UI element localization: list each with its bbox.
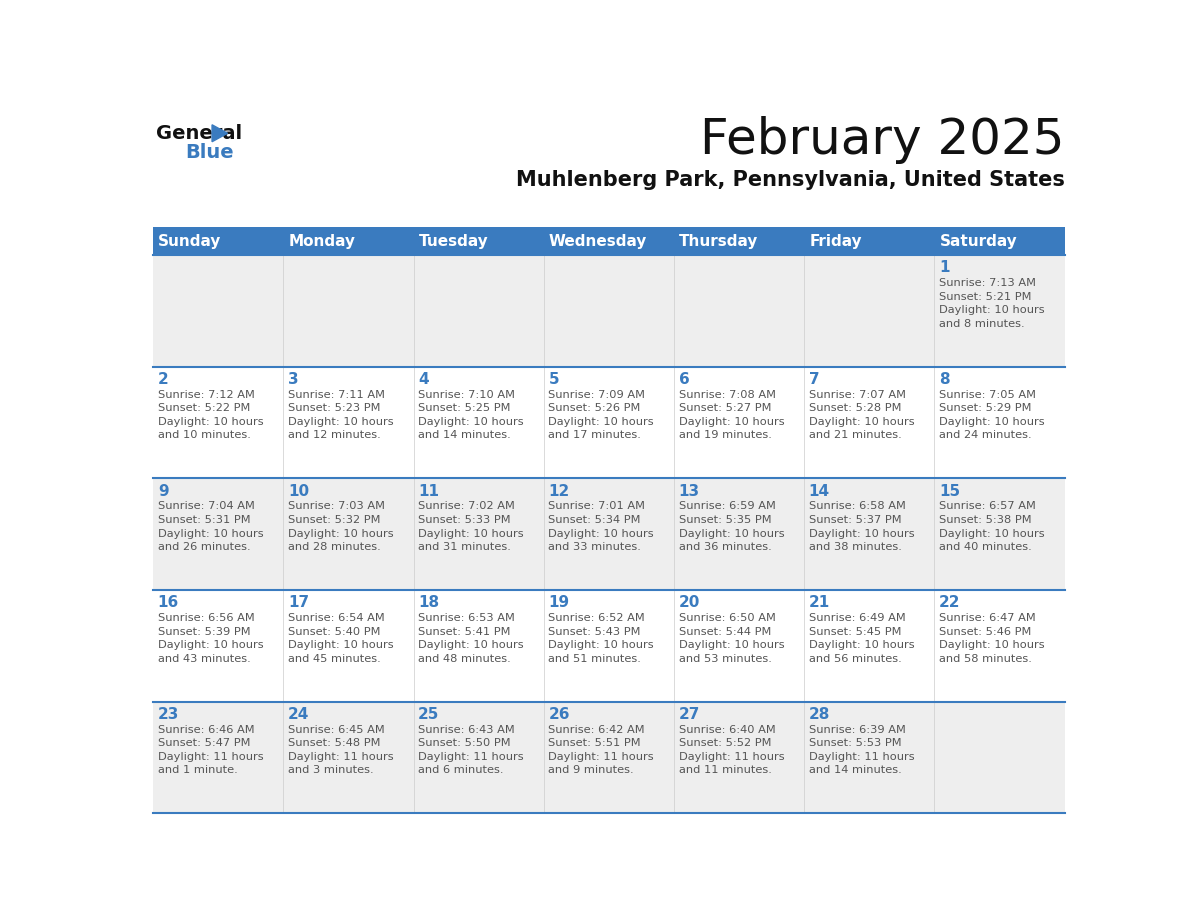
Text: Monday: Monday — [289, 233, 355, 249]
Text: Sunrise: 7:13 AM
Sunset: 5:21 PM
Daylight: 10 hours
and 8 minutes.: Sunrise: 7:13 AM Sunset: 5:21 PM Dayligh… — [939, 278, 1044, 329]
Text: 21: 21 — [809, 595, 830, 610]
Text: 26: 26 — [549, 707, 570, 722]
Text: Sunrise: 6:54 AM
Sunset: 5:40 PM
Daylight: 10 hours
and 45 minutes.: Sunrise: 6:54 AM Sunset: 5:40 PM Dayligh… — [287, 613, 393, 664]
Text: Sunrise: 6:53 AM
Sunset: 5:41 PM
Daylight: 10 hours
and 48 minutes.: Sunrise: 6:53 AM Sunset: 5:41 PM Dayligh… — [418, 613, 524, 664]
Text: Sunrise: 6:59 AM
Sunset: 5:35 PM
Daylight: 10 hours
and 36 minutes.: Sunrise: 6:59 AM Sunset: 5:35 PM Dayligh… — [678, 501, 784, 552]
Text: Saturday: Saturday — [940, 233, 1017, 249]
Text: Friday: Friday — [809, 233, 862, 249]
Text: Sunrise: 7:12 AM
Sunset: 5:22 PM
Daylight: 10 hours
and 10 minutes.: Sunrise: 7:12 AM Sunset: 5:22 PM Dayligh… — [158, 389, 264, 441]
Text: 24: 24 — [287, 707, 309, 722]
Text: Sunrise: 6:58 AM
Sunset: 5:37 PM
Daylight: 10 hours
and 38 minutes.: Sunrise: 6:58 AM Sunset: 5:37 PM Dayligh… — [809, 501, 915, 552]
FancyBboxPatch shape — [544, 227, 674, 255]
Text: 27: 27 — [678, 707, 700, 722]
Text: Sunday: Sunday — [158, 233, 222, 249]
Text: Thursday: Thursday — [680, 233, 758, 249]
Text: 23: 23 — [158, 707, 179, 722]
Text: 1: 1 — [939, 261, 949, 275]
Text: 19: 19 — [549, 595, 569, 610]
Text: 12: 12 — [549, 484, 570, 498]
Text: Sunrise: 6:46 AM
Sunset: 5:47 PM
Daylight: 11 hours
and 1 minute.: Sunrise: 6:46 AM Sunset: 5:47 PM Dayligh… — [158, 724, 264, 776]
Text: 25: 25 — [418, 707, 440, 722]
Text: Sunrise: 6:45 AM
Sunset: 5:48 PM
Daylight: 11 hours
and 3 minutes.: Sunrise: 6:45 AM Sunset: 5:48 PM Dayligh… — [287, 724, 393, 776]
Text: 6: 6 — [678, 372, 689, 387]
Text: Blue: Blue — [185, 143, 234, 162]
Text: 22: 22 — [939, 595, 961, 610]
Text: 20: 20 — [678, 595, 700, 610]
Text: Sunrise: 7:03 AM
Sunset: 5:32 PM
Daylight: 10 hours
and 28 minutes.: Sunrise: 7:03 AM Sunset: 5:32 PM Dayligh… — [287, 501, 393, 552]
FancyBboxPatch shape — [153, 227, 284, 255]
Text: Sunrise: 6:47 AM
Sunset: 5:46 PM
Daylight: 10 hours
and 58 minutes.: Sunrise: 6:47 AM Sunset: 5:46 PM Dayligh… — [939, 613, 1044, 664]
Text: 9: 9 — [158, 484, 169, 498]
FancyBboxPatch shape — [153, 255, 1064, 366]
Text: 5: 5 — [549, 372, 560, 387]
Text: Sunrise: 7:02 AM
Sunset: 5:33 PM
Daylight: 10 hours
and 31 minutes.: Sunrise: 7:02 AM Sunset: 5:33 PM Dayligh… — [418, 501, 524, 552]
Text: 7: 7 — [809, 372, 820, 387]
Text: 13: 13 — [678, 484, 700, 498]
FancyBboxPatch shape — [934, 227, 1064, 255]
Text: 15: 15 — [939, 484, 960, 498]
Text: Sunrise: 7:05 AM
Sunset: 5:29 PM
Daylight: 10 hours
and 24 minutes.: Sunrise: 7:05 AM Sunset: 5:29 PM Dayligh… — [939, 389, 1044, 441]
FancyBboxPatch shape — [413, 227, 544, 255]
Polygon shape — [211, 125, 228, 141]
Text: 14: 14 — [809, 484, 830, 498]
Text: Sunrise: 6:56 AM
Sunset: 5:39 PM
Daylight: 10 hours
and 43 minutes.: Sunrise: 6:56 AM Sunset: 5:39 PM Dayligh… — [158, 613, 264, 664]
Text: Sunrise: 6:39 AM
Sunset: 5:53 PM
Daylight: 11 hours
and 14 minutes.: Sunrise: 6:39 AM Sunset: 5:53 PM Dayligh… — [809, 724, 915, 776]
Text: 4: 4 — [418, 372, 429, 387]
Text: 2: 2 — [158, 372, 169, 387]
Text: 3: 3 — [287, 372, 298, 387]
Text: 16: 16 — [158, 595, 179, 610]
Text: Sunrise: 6:42 AM
Sunset: 5:51 PM
Daylight: 11 hours
and 9 minutes.: Sunrise: 6:42 AM Sunset: 5:51 PM Dayligh… — [549, 724, 655, 776]
Text: General: General — [157, 124, 242, 143]
Text: Sunrise: 7:07 AM
Sunset: 5:28 PM
Daylight: 10 hours
and 21 minutes.: Sunrise: 7:07 AM Sunset: 5:28 PM Dayligh… — [809, 389, 915, 441]
FancyBboxPatch shape — [284, 227, 413, 255]
Text: Sunrise: 6:49 AM
Sunset: 5:45 PM
Daylight: 10 hours
and 56 minutes.: Sunrise: 6:49 AM Sunset: 5:45 PM Dayligh… — [809, 613, 915, 664]
Text: 11: 11 — [418, 484, 440, 498]
Text: Sunrise: 6:52 AM
Sunset: 5:43 PM
Daylight: 10 hours
and 51 minutes.: Sunrise: 6:52 AM Sunset: 5:43 PM Dayligh… — [549, 613, 655, 664]
Text: Sunrise: 7:10 AM
Sunset: 5:25 PM
Daylight: 10 hours
and 14 minutes.: Sunrise: 7:10 AM Sunset: 5:25 PM Dayligh… — [418, 389, 524, 441]
Text: Sunrise: 7:08 AM
Sunset: 5:27 PM
Daylight: 10 hours
and 19 minutes.: Sunrise: 7:08 AM Sunset: 5:27 PM Dayligh… — [678, 389, 784, 441]
Text: 28: 28 — [809, 707, 830, 722]
FancyBboxPatch shape — [153, 366, 1064, 478]
Text: February 2025: February 2025 — [700, 117, 1064, 164]
FancyBboxPatch shape — [153, 701, 1064, 813]
Text: 8: 8 — [939, 372, 949, 387]
Text: Wednesday: Wednesday — [549, 233, 647, 249]
Text: Sunrise: 6:43 AM
Sunset: 5:50 PM
Daylight: 11 hours
and 6 minutes.: Sunrise: 6:43 AM Sunset: 5:50 PM Dayligh… — [418, 724, 524, 776]
FancyBboxPatch shape — [674, 227, 804, 255]
FancyBboxPatch shape — [153, 478, 1064, 590]
Text: Sunrise: 6:50 AM
Sunset: 5:44 PM
Daylight: 10 hours
and 53 minutes.: Sunrise: 6:50 AM Sunset: 5:44 PM Dayligh… — [678, 613, 784, 664]
Text: Sunrise: 6:40 AM
Sunset: 5:52 PM
Daylight: 11 hours
and 11 minutes.: Sunrise: 6:40 AM Sunset: 5:52 PM Dayligh… — [678, 724, 784, 776]
FancyBboxPatch shape — [804, 227, 934, 255]
Text: Sunrise: 7:11 AM
Sunset: 5:23 PM
Daylight: 10 hours
and 12 minutes.: Sunrise: 7:11 AM Sunset: 5:23 PM Dayligh… — [287, 389, 393, 441]
Text: 17: 17 — [287, 595, 309, 610]
Text: Sunrise: 6:57 AM
Sunset: 5:38 PM
Daylight: 10 hours
and 40 minutes.: Sunrise: 6:57 AM Sunset: 5:38 PM Dayligh… — [939, 501, 1044, 552]
FancyBboxPatch shape — [153, 590, 1064, 701]
Text: Sunrise: 7:01 AM
Sunset: 5:34 PM
Daylight: 10 hours
and 33 minutes.: Sunrise: 7:01 AM Sunset: 5:34 PM Dayligh… — [549, 501, 655, 552]
Text: 10: 10 — [287, 484, 309, 498]
Text: Sunrise: 7:04 AM
Sunset: 5:31 PM
Daylight: 10 hours
and 26 minutes.: Sunrise: 7:04 AM Sunset: 5:31 PM Dayligh… — [158, 501, 264, 552]
Text: Tuesday: Tuesday — [418, 233, 488, 249]
Text: 18: 18 — [418, 595, 440, 610]
Text: Sunrise: 7:09 AM
Sunset: 5:26 PM
Daylight: 10 hours
and 17 minutes.: Sunrise: 7:09 AM Sunset: 5:26 PM Dayligh… — [549, 389, 655, 441]
Text: Muhlenberg Park, Pennsylvania, United States: Muhlenberg Park, Pennsylvania, United St… — [516, 170, 1064, 190]
